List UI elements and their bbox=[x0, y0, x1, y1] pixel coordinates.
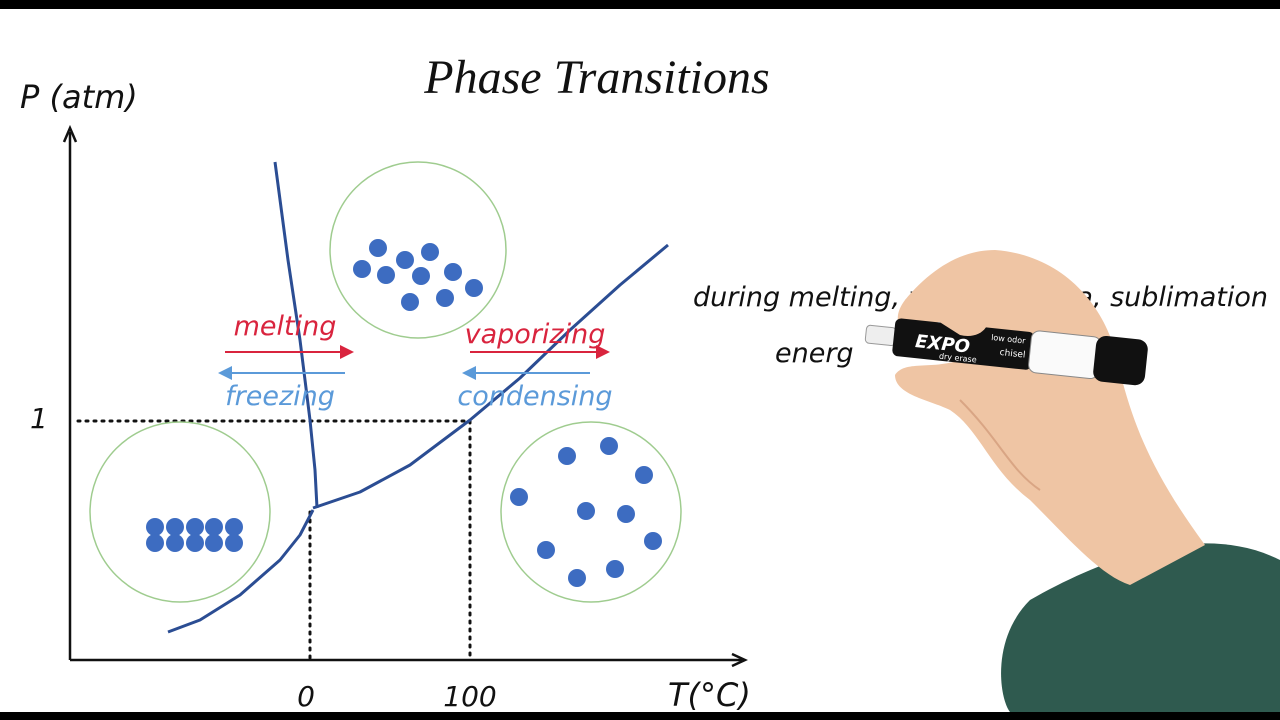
transition-label: melting bbox=[234, 311, 337, 342]
title: Phase Transitions bbox=[423, 51, 769, 104]
presenter-hand: EXPO low odor chisel dry erase bbox=[864, 250, 1280, 712]
particle bbox=[186, 534, 204, 552]
particle bbox=[617, 505, 635, 523]
bottom-letterbox bbox=[0, 712, 1280, 720]
particle bbox=[146, 518, 164, 536]
hand bbox=[895, 250, 1205, 585]
x-tick-label: 0 bbox=[297, 680, 315, 713]
particle bbox=[644, 532, 662, 550]
particle bbox=[537, 541, 555, 559]
marker-label: chisel bbox=[999, 348, 1026, 361]
particle bbox=[558, 447, 576, 465]
marker-tip bbox=[864, 324, 897, 347]
phase-circles bbox=[89, 161, 682, 603]
x-tick-label: 100 bbox=[443, 680, 496, 713]
particle bbox=[166, 534, 184, 552]
particle bbox=[225, 534, 243, 552]
particle bbox=[568, 569, 586, 587]
particle bbox=[146, 534, 164, 552]
marker: EXPO low odor chisel dry erase bbox=[864, 318, 1148, 386]
particle bbox=[353, 260, 371, 278]
particle bbox=[377, 266, 395, 284]
marker-label: low odor bbox=[991, 333, 1027, 346]
solid-circle bbox=[89, 421, 271, 603]
particle bbox=[577, 502, 595, 520]
y-axis-arrow bbox=[62, 124, 78, 143]
particle bbox=[412, 267, 430, 285]
particle bbox=[465, 279, 483, 297]
transition-arrows bbox=[218, 345, 610, 380]
phase-boundaries bbox=[167, 161, 669, 634]
particle bbox=[186, 518, 204, 536]
particle bbox=[436, 289, 454, 307]
arrow-head bbox=[596, 345, 610, 359]
particle bbox=[600, 437, 618, 455]
arrow-head bbox=[340, 345, 354, 359]
particle bbox=[166, 518, 184, 536]
particles bbox=[146, 239, 662, 587]
note-text: energ bbox=[775, 338, 854, 369]
particle bbox=[444, 263, 462, 281]
transition-label: vaporizing bbox=[465, 319, 606, 350]
particle bbox=[369, 239, 387, 257]
thumb bbox=[905, 291, 989, 336]
gas-circle bbox=[500, 421, 682, 603]
top-letterbox bbox=[0, 0, 1280, 9]
x-axis-arrow bbox=[731, 652, 748, 668]
particle bbox=[401, 293, 419, 311]
vaporization-curve bbox=[312, 243, 669, 510]
marker-band bbox=[1028, 330, 1102, 380]
transition-label: condensing bbox=[457, 381, 612, 412]
transition-label: freezing bbox=[225, 381, 335, 412]
particle bbox=[635, 466, 653, 484]
particle bbox=[205, 518, 223, 536]
particle bbox=[396, 251, 414, 269]
marker-label: dry erase bbox=[939, 352, 978, 365]
liquid-circle bbox=[329, 161, 507, 339]
arrow-head bbox=[218, 366, 232, 380]
arrow-head bbox=[462, 366, 476, 380]
sleeve bbox=[1001, 543, 1280, 712]
y-axis-label: P (atm) bbox=[20, 78, 138, 116]
marker-cap bbox=[1093, 336, 1148, 386]
particle bbox=[205, 534, 223, 552]
note-text: a, sublimation bbox=[1076, 282, 1268, 313]
guides bbox=[76, 419, 472, 660]
fusion-curve bbox=[273, 161, 319, 509]
x-axis-label: T(°C) bbox=[668, 676, 751, 714]
y-tick-label: 1 bbox=[30, 402, 48, 435]
particle bbox=[421, 243, 439, 261]
marker-body bbox=[892, 318, 1035, 370]
note-text: during melting, v bbox=[693, 282, 926, 313]
sublimation-curve bbox=[167, 509, 315, 634]
particle bbox=[510, 488, 528, 506]
hand-crease bbox=[959, 399, 1041, 491]
particle bbox=[606, 560, 624, 578]
axes bbox=[62, 124, 748, 668]
particle bbox=[225, 518, 243, 536]
